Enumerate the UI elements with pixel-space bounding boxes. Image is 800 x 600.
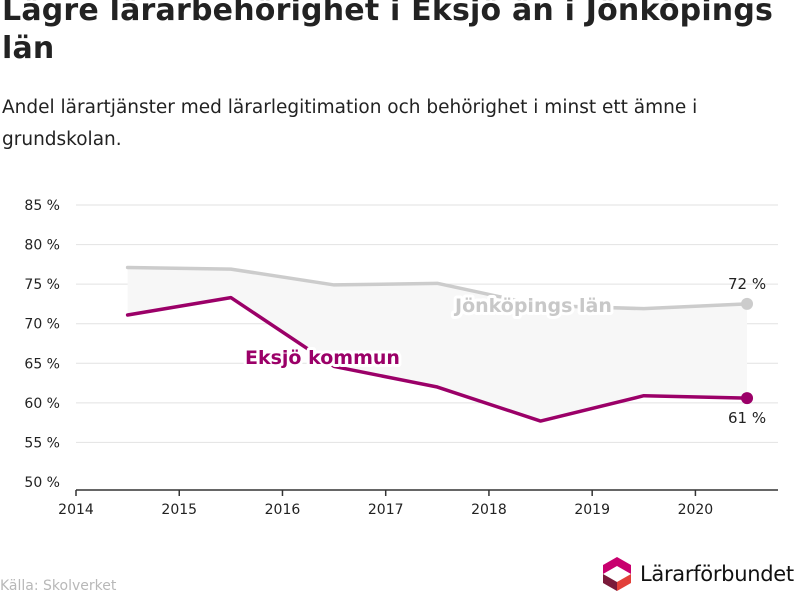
x-tick-label: 2018	[471, 502, 507, 518]
end-label-jonkopings-lan: 72 %	[728, 275, 766, 293]
y-tick-label: 80 %	[24, 238, 60, 254]
series-label-jonkopings-lan: Jönköpings län	[453, 295, 612, 317]
chart-title: Lägre lärarbehörighet i Eksjö än i Jönkö…	[2, 0, 774, 66]
y-tick-label: 55 %	[24, 435, 60, 451]
x-tick-label: 2016	[265, 502, 301, 518]
x-tick-label: 2015	[161, 502, 197, 518]
end-marker	[741, 297, 754, 310]
y-tick-label: 85 %	[24, 198, 60, 214]
series-label-eksjo-kommun-halo: Eksjö kommun	[245, 347, 400, 369]
chart-subtitle: Andel lärartjänster med lärarlegitimatio…	[2, 97, 698, 150]
logo-text: Lärarförbundet	[640, 562, 794, 586]
y-tick-label: 65 %	[24, 356, 60, 372]
gap-band	[127, 267, 748, 422]
axis-layer: 50 % 55 % 60 % 65 % 70 % 75 % 80 % 85 % 2014 2015…	[24, 198, 778, 518]
end-marker	[741, 392, 754, 405]
x-tick-label: 2020	[678, 502, 714, 518]
y-tick-label: 70 %	[24, 317, 60, 333]
y-tick-label: 50 %	[24, 475, 60, 491]
series-label-jonkopings-lan-halo: Jönköpings län	[453, 295, 612, 317]
series-label-eksjo-kommun: Eksjö kommun	[245, 347, 400, 369]
brand-logo: Lärarförbundet	[600, 556, 794, 592]
x-tick-label: 2017	[368, 502, 404, 518]
hexagon-logo-icon	[603, 557, 631, 591]
x-tick-label: 2014	[58, 502, 94, 518]
x-tick-label: 2019	[574, 502, 610, 518]
end-label-eksjo-kommun: 61 %	[728, 409, 766, 427]
series-layer	[125, 265, 754, 423]
source-note: Källa: Skolverket	[0, 578, 117, 594]
y-tick-label: 60 %	[24, 396, 60, 412]
band-layer	[127, 267, 748, 422]
y-tick-label: 75 %	[24, 277, 60, 293]
